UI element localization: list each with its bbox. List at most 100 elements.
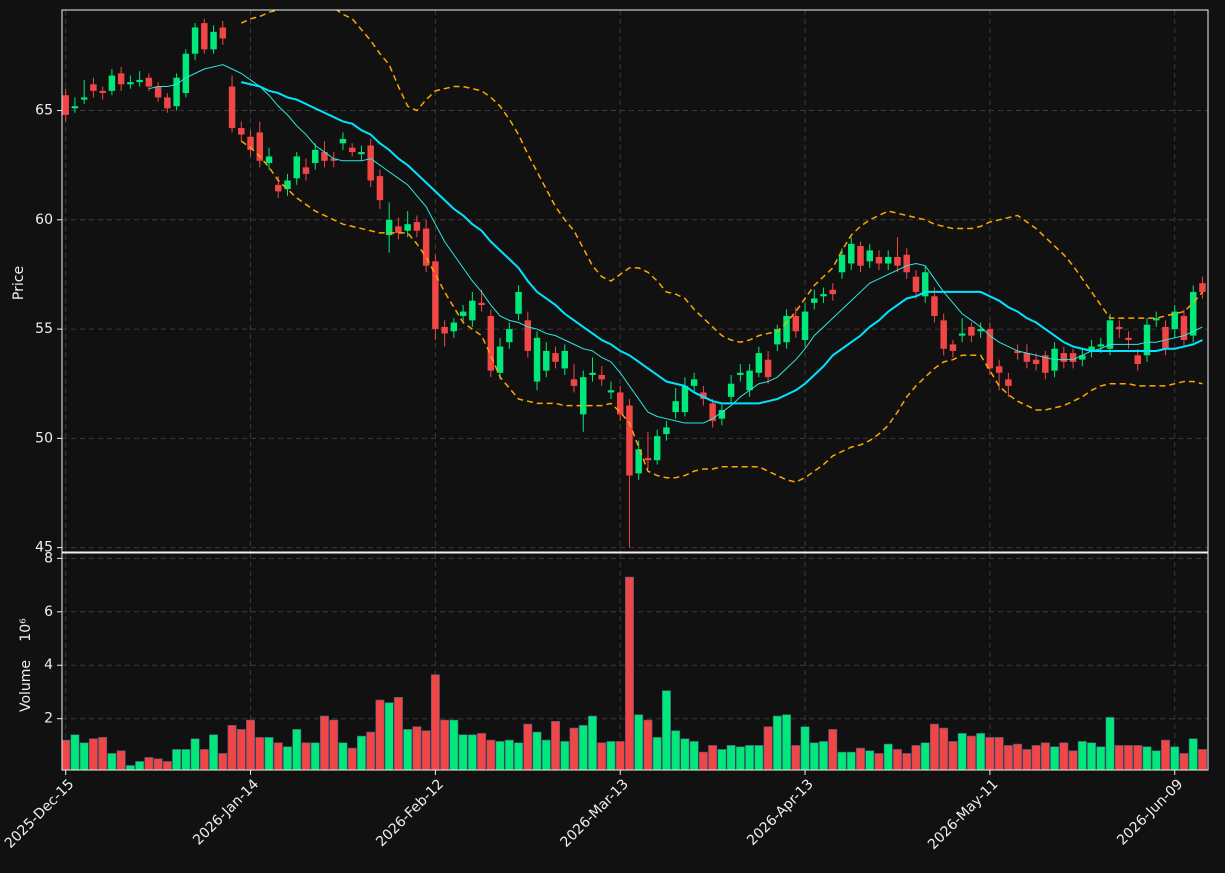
volume-bar (772, 715, 782, 770)
candle-body (1180, 315, 1188, 341)
volume-bar (79, 742, 89, 770)
candle-body (663, 427, 670, 434)
candle-body (1143, 324, 1151, 356)
candle-body (1069, 353, 1077, 362)
volume-bar (883, 743, 893, 770)
volume-bar (227, 725, 237, 770)
candle-body (1079, 355, 1086, 360)
volume-bar (1013, 743, 1023, 770)
volume-bar (504, 739, 514, 770)
candle-body (616, 392, 624, 415)
y-tick-label: 8 (44, 550, 53, 566)
volume-bar (514, 742, 524, 770)
candle-body (931, 296, 938, 316)
volume-bar (865, 750, 875, 770)
candle-body (1171, 311, 1178, 330)
candle-body (191, 27, 199, 54)
volume-bar (1059, 742, 1069, 770)
volume-bar (606, 741, 616, 770)
candle-body (321, 152, 328, 161)
volume-bar (292, 729, 302, 770)
volume-bar (1105, 717, 1115, 770)
x-tick-label: 2026-May-11 (925, 776, 1002, 853)
volume-bar (957, 733, 967, 770)
y-tick-label: 50 (35, 430, 53, 446)
candle-body (727, 383, 735, 397)
candle-body (358, 152, 365, 155)
candle-body (145, 77, 153, 87)
candle-body (1199, 283, 1206, 292)
volume-bar (403, 729, 413, 770)
volume-bar (449, 719, 459, 770)
volume-bar (1031, 745, 1041, 770)
candle-body (690, 379, 698, 386)
volume-bar (929, 723, 939, 770)
candle-body (432, 261, 439, 330)
volume-bar (1114, 745, 1124, 770)
candle-body (450, 322, 458, 332)
candle-body (626, 405, 633, 476)
candle-body (1088, 346, 1095, 351)
volume-bar (495, 741, 505, 770)
candle-body (413, 221, 421, 231)
candle-body (903, 254, 910, 273)
volume-bar (689, 741, 699, 770)
volume-bar (172, 749, 182, 770)
candle-body (247, 136, 254, 150)
candle-body (1116, 326, 1123, 330)
volume-bar (763, 726, 773, 770)
volume-bar (135, 761, 145, 770)
candle-body (820, 294, 827, 297)
volume-bar (301, 742, 311, 770)
candle-body (441, 326, 448, 334)
candle-body (940, 320, 947, 349)
price-panel (62, 10, 1206, 548)
candle-body (1153, 318, 1160, 321)
volume-bar (347, 747, 357, 770)
volume-bar (366, 731, 376, 770)
volume-bar (532, 731, 542, 770)
volume-bar (477, 733, 487, 770)
volume-bar (837, 751, 847, 770)
candle-body (755, 353, 763, 373)
candle-body (256, 132, 264, 161)
volume-bar (624, 576, 634, 770)
candle-body (80, 97, 88, 100)
volume-bar (643, 719, 653, 770)
volume-bar (735, 746, 745, 770)
volume-bar (569, 727, 579, 770)
candle-body (1060, 353, 1068, 362)
volume-bar (153, 758, 163, 770)
volume-bar (809, 742, 819, 770)
candle-body (644, 458, 652, 461)
x-tick-label: 2025-Dec-15 (2, 776, 77, 851)
volume-bar (412, 726, 422, 770)
grid (62, 10, 1208, 770)
volume-bar (994, 737, 1004, 770)
volume-bar (356, 735, 366, 770)
volume-bar (1003, 745, 1013, 770)
volume-bar (162, 761, 172, 770)
y-tick-label: 60 (35, 212, 53, 228)
volume-bar (578, 725, 588, 770)
x-tick-label: 2026-Feb-12 (373, 776, 447, 850)
candle-body (1042, 355, 1049, 373)
candle-body (533, 337, 541, 382)
volume-bar (1087, 742, 1097, 770)
candle-body (607, 390, 615, 393)
volume-bar (717, 749, 727, 770)
volume-bar (209, 734, 219, 770)
volume-bar (98, 737, 108, 770)
volume-bar (1188, 738, 1198, 770)
candle-body (792, 315, 800, 332)
volume-panel (62, 576, 1207, 770)
volume-bar (523, 723, 533, 770)
volume-bar (125, 765, 135, 770)
candle-body (1134, 355, 1141, 365)
x-tick-label: 2026-Apr-13 (744, 776, 817, 849)
volume-bar (541, 739, 551, 770)
volume-bar (1197, 749, 1207, 770)
candle-body (995, 366, 1003, 373)
volume-bar (939, 727, 949, 770)
candle-body (681, 385, 689, 413)
